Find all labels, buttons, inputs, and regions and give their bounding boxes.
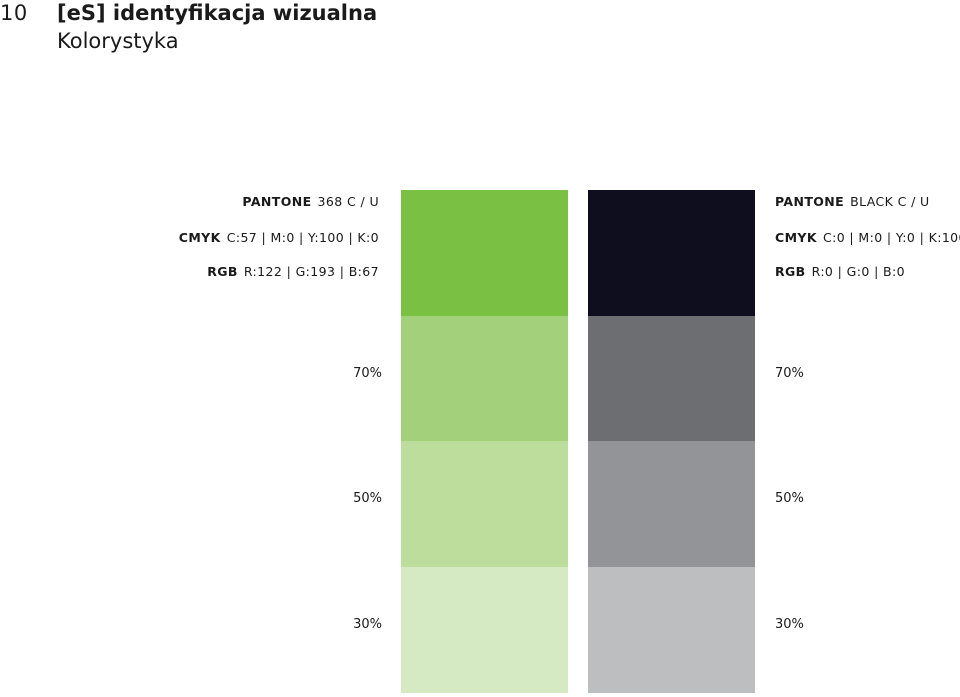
black-tint-50-label: 50% [775,491,804,506]
green-rgb-label: RGB [207,264,238,279]
black-pantone-value: BLACK C / U [850,194,930,209]
black-tint-30-label: 30% [775,617,804,632]
page-number: 10 [0,1,28,25]
green-cmyk-spec: CMYK C:57 | M:0 | Y:100 | K:0 [179,230,379,245]
black-cmyk-value: C:0 | M:0 | Y:0 | K:100 [822,230,960,245]
black-swatch-50 [588,441,755,567]
black-pantone-label: PANTONE [775,194,845,209]
black-rgb-label: RGB [775,264,806,279]
black-rgb-spec: RGB R:0 | G:0 | B:0 [775,264,905,279]
green-cmyk-value: C:57 | M:0 | Y:100 | K:0 [226,230,379,245]
black-tint-70-label: 70% [775,366,804,381]
black-cmyk-spec: CMYK C:0 | M:0 | Y:0 | K:100 [775,230,960,245]
black-rgb-value: R:0 | G:0 | B:0 [811,264,905,279]
page-subtitle: Kolorystyka [57,29,179,53]
black-pantone-spec: PANTONE BLACK C / U [775,194,930,209]
black-swatch-70 [588,316,755,442]
green-cmyk-label: CMYK [178,230,221,245]
green-swatch-50 [401,441,568,567]
green-pantone-spec: PANTONE 368 C / U [242,194,379,209]
green-tint-30-label: 30% [353,617,382,632]
green-swatch-100 [401,190,568,316]
page-title: [eS] identyfikacja wizualna [57,1,378,25]
green-pantone-value: 368 C / U [317,194,379,209]
green-tint-70-label: 70% [353,366,382,381]
green-rgb-spec: RGB R:122 | G:193 | B:67 [207,264,379,279]
green-tint-50-label: 50% [353,491,382,506]
green-rgb-value: R:122 | G:193 | B:67 [243,264,379,279]
black-cmyk-label: CMYK [775,230,817,245]
black-swatch-30 [588,567,755,693]
black-swatch-100 [588,190,755,316]
green-swatch-70 [401,316,568,442]
green-pantone-label: PANTONE [242,194,312,209]
green-swatch-30 [401,567,568,693]
